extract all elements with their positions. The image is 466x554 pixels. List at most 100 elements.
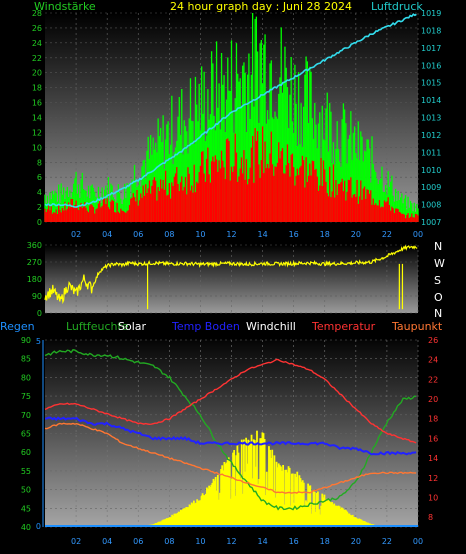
panel3-x-tick-label: 06 (133, 537, 143, 546)
panel2-y-tick-label: 0 (37, 309, 42, 318)
legend-temp-boden: Temp Boden (172, 320, 240, 333)
panel3-y2-tick-label: 18 (428, 415, 438, 424)
panel1-y-tick-label: 6 (37, 173, 42, 182)
direction-label-n1: N (434, 240, 443, 253)
panel1-y-tick-label: 2 (37, 203, 42, 212)
panel3-x-tick-label: 12 (226, 537, 236, 546)
pressure-line (44, 13, 417, 208)
panel3-x-tick-label: 02 (71, 537, 81, 546)
legend-windchill: Windchill (246, 320, 296, 333)
panel3-y-tick-label: 40 (21, 523, 31, 532)
panel3-y2-tick-label: 8 (428, 513, 433, 522)
legend-regen: Regen (0, 320, 35, 333)
panel1-y-tick-label: 0 (37, 218, 42, 227)
panel3-y2-tick-label: 16 (428, 434, 438, 443)
panel1-y-tick-label: 22 (32, 54, 42, 63)
legend-luftfeuchte: Luftfeuchte (66, 320, 129, 333)
line-luftfeuchte (44, 349, 417, 511)
panel3-y2-tick-label: 26 (428, 336, 438, 345)
panel1-y-tick-label: 8 (37, 158, 42, 167)
panel3-y-tick-label: 65 (21, 430, 31, 439)
panel3-x-tick-label: 22 (382, 537, 392, 546)
direction-label-n2: N (434, 307, 443, 320)
panel3-x-tick-label: 00 (413, 537, 423, 546)
panel1-y2-tick-label: 1009 (421, 183, 441, 192)
panel1-y2-tick-label: 1019 (421, 9, 441, 18)
chart-title: 24 hour graph day : Juni 28 2024 (170, 0, 353, 13)
legend-solar: Solar (118, 320, 147, 333)
panel1-x-tick-label: 06 (133, 230, 143, 239)
panel1-x-tick-label: 14 (257, 230, 267, 239)
panel1-y2-tick-label: 1008 (421, 201, 441, 210)
panel1-y-tick-label: 14 (32, 114, 42, 123)
panel1-y2-tick-label: 1010 (421, 166, 441, 175)
panel1-x-tick-label: 04 (102, 230, 112, 239)
panel3-y-tick-label: 90 (21, 336, 31, 345)
wind-series (44, 126, 419, 222)
panel1-y-tick-label: 24 (32, 39, 42, 48)
panel3-y-tick-label: 50 (21, 486, 31, 495)
panel1-y2-tick-label: 1018 (421, 26, 441, 35)
panel3-x-tick-label: 14 (257, 537, 267, 546)
panel3-y2-tick-label: 20 (428, 395, 438, 404)
panel1-x-tick-label: 18 (320, 230, 330, 239)
panel1-y2-tick-label: 1012 (421, 131, 441, 140)
pressure-label: Luftdruck (371, 0, 423, 13)
panel1-y-tick-label: 12 (32, 128, 42, 137)
panel3-x-tick-label: 16 (289, 537, 299, 546)
line-temperatur (44, 358, 417, 444)
panel3-y-tick-label: 45 (21, 504, 31, 513)
panel1-x-tick-label: 08 (164, 230, 174, 239)
panel3-x-tick-label: 04 (102, 537, 112, 546)
panel3-x-tick-label: 10 (195, 537, 205, 546)
solar-series (137, 430, 375, 527)
panel3-y2-tick-label: 10 (428, 493, 438, 502)
panel1-y2-tick-label: 1017 (421, 44, 441, 53)
panel3-y2-tick-label: 22 (428, 375, 438, 384)
panel1-x-tick-label: 00 (413, 230, 423, 239)
line-taupunkt (44, 422, 417, 494)
panel1-y2-tick-label: 1011 (421, 148, 441, 157)
panel2-y-tick-label: 360 (27, 241, 42, 250)
rain-tick-label: 0 (36, 522, 41, 531)
panel1-x-tick-label: 12 (226, 230, 236, 239)
panel3-y-tick-label: 70 (21, 411, 31, 420)
panel1-y2-tick-label: 1015 (421, 79, 441, 88)
panel3-y2-tick-label: 24 (428, 356, 438, 365)
panel3-y-tick-label: 60 (21, 448, 31, 457)
panel1-x-tick-label: 10 (195, 230, 205, 239)
panel1-y2-tick-label: 1013 (421, 114, 441, 123)
panel1-x-tick-label: 22 (382, 230, 392, 239)
panel1-x-tick-label: 20 (351, 230, 361, 239)
panel1-y-tick-label: 26 (32, 24, 42, 33)
panel2-y-tick-label: 180 (27, 275, 42, 284)
panel3-x-tick-label: 18 (320, 537, 330, 546)
direction-line (44, 244, 418, 305)
panel3-y-tick-label: 55 (21, 467, 31, 476)
panel1-y-tick-label: 10 (32, 143, 42, 152)
panel1-y2-tick-label: 1016 (421, 61, 441, 70)
panel3-y-tick-label: 85 (21, 355, 31, 364)
legend-temperatur: Temperatur (312, 320, 376, 333)
panel3-y2-tick-label: 12 (428, 474, 438, 483)
direction-label-s: S (434, 274, 441, 287)
line-temp-boden (44, 416, 417, 456)
panel3-y-tick-label: 75 (21, 392, 31, 401)
panel1-y-tick-label: 4 (37, 188, 42, 197)
panel1-y-tick-label: 20 (32, 69, 42, 78)
direction-label-w: W (434, 257, 445, 270)
panel1-y2-tick-label: 1014 (421, 96, 441, 105)
panel1-y-tick-label: 28 (32, 9, 42, 18)
panel1-y-tick-label: 18 (32, 84, 42, 93)
panel3-y-tick-label: 80 (21, 373, 31, 382)
panel1-x-tick-label: 02 (71, 230, 81, 239)
panel2-y-tick-label: 270 (27, 258, 42, 267)
panel1-x-tick-label: 16 (289, 230, 299, 239)
panel2-y-tick-label: 90 (32, 292, 42, 301)
wind-strength-label: Windstärke (34, 0, 96, 13)
panel3-x-tick-label: 08 (164, 537, 174, 546)
rain-tick-label: 5 (36, 337, 41, 346)
panel1-y2-tick-label: 1007 (421, 218, 441, 227)
legend-taupunkt: Taupunkt (392, 320, 443, 333)
